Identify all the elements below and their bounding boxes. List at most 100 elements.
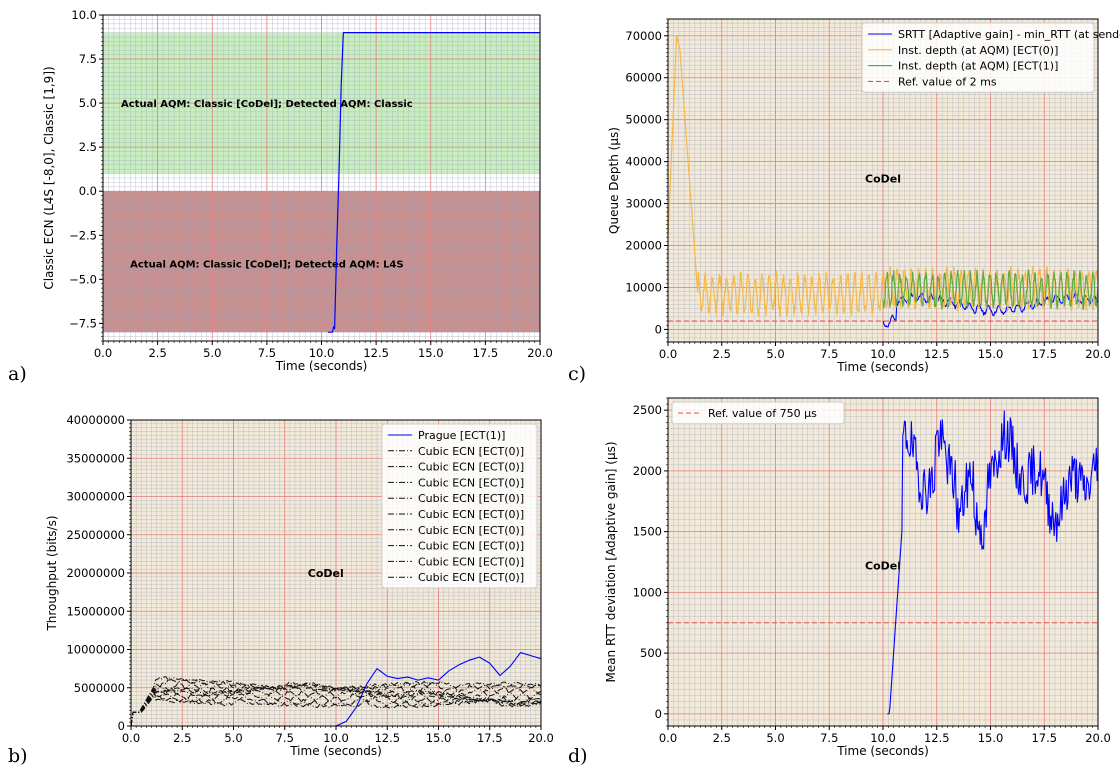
x-tick-label-3: 7.5 (820, 731, 838, 745)
x-tick-label-4: 10.0 (309, 346, 335, 360)
series-group (668, 35, 1098, 328)
y-tick-label-5: 25000000 (66, 528, 125, 542)
ticks: 0.0 2.5 5.0 7.5 10.0 12.5 15.0 17.5 20.0 0 500 1000… (633, 397, 1111, 745)
x-tick-label-0: 0.0 (122, 731, 140, 745)
y-tick-label-2: −2.5 (69, 228, 97, 242)
x-axis-label: Time (seconds) (836, 744, 929, 758)
series-line-0 (882, 292, 1098, 328)
y-tick-label-3: 15000000 (66, 604, 125, 618)
legend-entry-1: Inst. depth (at AQM) [ECT(0)] (898, 44, 1058, 57)
y-tick-label-0: 0 (655, 707, 662, 721)
y-tick-label-0: −7.5 (69, 316, 97, 330)
major-grid (667, 398, 1099, 726)
y-tick-label-7: 70000 (625, 29, 662, 43)
x-tick-label-3: 7.5 (820, 347, 838, 361)
x-tick-label-2: 5.0 (203, 346, 221, 360)
series-line-1 (887, 410, 1098, 715)
legend-entry-2: Cubic ECN [ECT(0)] (418, 461, 524, 474)
legend-entry-5: Cubic ECN [ECT(0)] (418, 508, 524, 521)
legend-box (381, 423, 538, 589)
legend-entry-9: Cubic ECN [ECT(0)] (418, 571, 524, 584)
x-tick-label-6: 15.0 (426, 731, 452, 745)
x-tick-label-3: 7.5 (258, 346, 276, 360)
chart-panel-d: CoDel 0.0 2.5 5.0 7.5 10.0 12.5 15.0 17.5 20.0 0 50… (604, 397, 1111, 758)
y-tick-label-1: 10000 (625, 280, 662, 294)
x-tick-label-7: 17.5 (1031, 347, 1057, 361)
legend-entry-2: Inst. depth (at AQM) [ECT(1)] (898, 60, 1058, 73)
y-tick-label-1: 500 (640, 646, 662, 660)
y-tick-label-4: 2000 (633, 464, 662, 478)
annotation-0: CoDel (308, 567, 344, 580)
x-tick-label-8: 20.0 (1085, 731, 1111, 745)
y-tick-label-6: 60000 (625, 71, 662, 85)
y-tick-label-4: 2.5 (79, 140, 97, 154)
series-line-9 (131, 676, 541, 726)
legend-entry-4: Cubic ECN [ECT(0)] (418, 492, 524, 505)
series-line-3 (131, 681, 541, 726)
y-tick-label-6: 7.5 (79, 52, 97, 66)
legend: Ref. value of 750 µs (671, 401, 845, 425)
legend-entry-7: Cubic ECN [ECT(0)] (418, 540, 524, 553)
y-tick-label-5: 2500 (633, 403, 662, 417)
x-axis-label: Time (seconds) (289, 744, 382, 758)
y-axis-label: Throughput (bits/s) (45, 515, 59, 631)
x-tick-label-2: 5.0 (766, 731, 784, 745)
x-tick-label-5: 12.5 (924, 731, 950, 745)
legend-entry-8: Cubic ECN [ECT(0)] (418, 555, 524, 568)
x-tick-label-6: 15.0 (418, 346, 444, 360)
x-tick-label-5: 12.5 (924, 347, 950, 361)
x-tick-label-1: 2.5 (148, 346, 166, 360)
y-axis-label: Mean RTT deviation [Adaptive gain] (µs) (604, 441, 618, 682)
panel-letter-c: c) (568, 363, 586, 385)
x-tick-label-0: 0.0 (659, 347, 677, 361)
annotation-0: Actual AQM: Classic [CoDel]; Detected AQ… (121, 99, 413, 110)
y-axis-label: Classic ECN (L4S [-8,0], Classic [1,9]) (42, 66, 56, 289)
panel-letter-b: b) (8, 745, 28, 767)
x-tick-label-5: 12.5 (374, 731, 400, 745)
legend-box (671, 401, 845, 425)
x-tick-label-8: 20.0 (528, 731, 554, 745)
x-tick-label-8: 20.0 (527, 346, 553, 360)
x-tick-label-5: 12.5 (363, 346, 389, 360)
y-tick-label-2: 10000000 (66, 643, 125, 657)
y-tick-label-7: 35000000 (66, 451, 125, 465)
y-tick-label-5: 5.0 (79, 96, 97, 110)
y-tick-label-6: 30000000 (66, 490, 125, 504)
x-tick-label-7: 17.5 (477, 731, 503, 745)
y-tick-label-3: 0.0 (79, 184, 97, 198)
x-tick-label-1: 2.5 (713, 347, 731, 361)
series-line-0 (328, 32, 540, 333)
series-group (328, 32, 540, 333)
series-line-0 (335, 652, 541, 726)
legend-box (861, 22, 1095, 93)
ticks: 0.0 2.5 5.0 7.5 10.0 12.5 15.0 17.5 20.0 0 10000 20… (625, 18, 1111, 361)
y-tick-label-1: 5000000 (74, 681, 125, 695)
y-tick-label-7: 10.0 (71, 8, 97, 22)
x-tick-label-0: 0.0 (659, 731, 677, 745)
panel-letter-a: a) (8, 363, 27, 385)
legend-entry-6: Cubic ECN [ECT(0)] (418, 524, 524, 537)
legend-entry-0: SRTT [Adaptive gain] - min_RTT (at sende… (898, 28, 1120, 41)
y-tick-label-2: 20000 (625, 239, 662, 253)
y-tick-label-3: 30000 (625, 197, 662, 211)
series-line-1 (668, 35, 1098, 317)
legend-entry-3: Cubic ECN [ECT(0)] (418, 476, 524, 489)
x-axis-label: Time (seconds) (275, 359, 368, 373)
x-tick-label-4: 10.0 (323, 731, 349, 745)
x-tick-label-3: 7.5 (276, 731, 294, 745)
y-tick-label-3: 1500 (633, 525, 662, 539)
ticks: 0.0 2.5 5.0 7.5 10.0 12.5 15.0 17.5 20.0 −7.5 −5.0… (69, 8, 553, 360)
legend-entry-1: Cubic ECN [ECT(0)] (418, 445, 524, 458)
x-tick-label-4: 10.0 (870, 731, 896, 745)
legend-entry-0: Ref. value of 750 µs (708, 407, 817, 420)
x-tick-label-8: 20.0 (1085, 347, 1111, 361)
chart-panel-b: CoDel 0.0 2.5 5.0 7.5 10.0 12.5 15.0 17.5 20.0 0 50… (45, 413, 554, 758)
x-tick-label-6: 15.0 (978, 347, 1004, 361)
legend-entry-0: Prague [ECT(1)] (418, 429, 505, 442)
series-group (668, 410, 1098, 715)
x-tick-label-2: 5.0 (224, 731, 242, 745)
x-tick-label-7: 17.5 (473, 346, 499, 360)
annotation-0: CoDel (865, 172, 901, 185)
legend-entry-3: Ref. value of 2 ms (898, 75, 997, 88)
